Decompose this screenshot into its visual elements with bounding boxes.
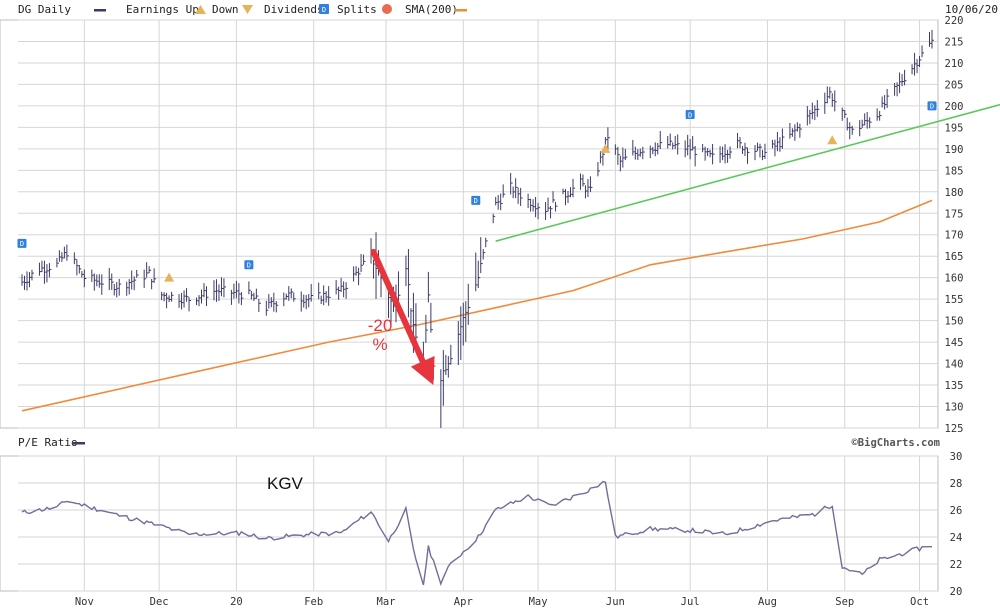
sma-label: SMA(200): [405, 3, 458, 16]
price-y-tick-label: 175: [945, 208, 964, 220]
dividend-marker-letter: D: [20, 240, 24, 248]
pe-y-tick-label: 28: [950, 478, 963, 490]
splits-icon: [382, 4, 392, 14]
pe-title: P/E Ratio: [18, 436, 78, 449]
month-tick-label: Aug: [758, 596, 777, 608]
pe-y-tick-label: 26: [950, 505, 963, 517]
dividend-marker: [244, 260, 254, 270]
earnings-up-icon: [195, 5, 206, 14]
month-tick-label: Apr: [454, 596, 473, 608]
dividend-icon: [319, 4, 329, 14]
price-y-tick-label: 200: [945, 101, 964, 113]
price-y-tick-label: 145: [945, 337, 964, 349]
price-y-tick-label: 205: [945, 79, 964, 91]
month-tick-label: Mar: [377, 596, 396, 608]
chart-header: DG Daily Earnings Up Down Dividends D Sp…: [18, 3, 998, 16]
kgv-label: KGV: [267, 474, 304, 493]
price-y-tick-label: 160: [945, 273, 964, 285]
splits-label: Splits: [337, 3, 377, 16]
pe-y-tick-label: 24: [950, 532, 963, 544]
earnings-up-marker: [600, 143, 611, 153]
price-y-tick-label: 150: [945, 316, 964, 328]
credit-label: ©BigCharts.com: [851, 437, 940, 449]
decline-arrow-shaft: [370, 248, 426, 365]
price-y-tick-label: 190: [945, 144, 964, 156]
earnings-up-marker: [827, 135, 838, 145]
month-tick-label: 20: [230, 596, 243, 608]
month-tick-label: May: [529, 596, 548, 608]
pe-ratio-line: [21, 480, 932, 586]
price-y-tick-label: 135: [945, 380, 964, 392]
price-y-tick-label: 130: [945, 402, 964, 414]
price-legend-swatch: [94, 9, 106, 12]
date-label: 10/06/20: [945, 3, 998, 16]
price-y-tick-label: 165: [945, 251, 964, 263]
pe-header: P/E Ratio ©BigCharts.com: [18, 436, 940, 449]
price-y-tick-label: 195: [945, 122, 964, 134]
dividend-marker: [685, 109, 695, 119]
decline-label-value: -20: [368, 316, 393, 335]
dividend-marker: [471, 195, 481, 205]
earnings-up-marker: [164, 272, 175, 282]
month-tick-label: Dec: [150, 596, 169, 608]
price-y-tick-label: 170: [945, 230, 964, 242]
decline-label-percent: %: [372, 335, 387, 354]
earnings-up-label: Earnings Up: [126, 3, 199, 16]
price-y-tick-label: 210: [945, 58, 964, 70]
month-tick-label: Jun: [606, 596, 625, 608]
trend-line: [495, 103, 1000, 242]
symbol-label: DG Daily: [18, 3, 71, 16]
dividend-icon-letter: D: [322, 6, 326, 14]
pe-y-tick-label: 22: [950, 559, 963, 571]
sma-legend-swatch: [455, 9, 467, 12]
sma200-line: [21, 199, 933, 412]
price-y-tick-label: 185: [945, 165, 964, 177]
pe-y-tick-label: 20: [950, 586, 963, 598]
pe-legend-swatch: [73, 442, 85, 445]
decline-annotation: -20%: [368, 316, 393, 354]
month-tick-label: Nov: [75, 596, 94, 608]
dividend-marker-letter: D: [247, 262, 251, 270]
price-y-tick-label: 125: [945, 423, 964, 435]
dividend-marker-letter: D: [930, 103, 934, 111]
dividend-marker-letter: D: [474, 197, 478, 205]
month-tick-label: Feb: [304, 596, 323, 608]
pe-ratio-panel: 20 22 24 26 28 30 KGV Nov Dec 20 Feb Mar Apr May Jun Ju…: [0, 451, 962, 608]
earnings-down-label: Down: [212, 3, 239, 16]
dividend-marker: [927, 101, 937, 111]
price-y-tick-label: 220: [945, 15, 964, 27]
price-y-tick-label: 180: [945, 187, 964, 199]
pe-plot-area: [0, 455, 939, 592]
earnings-down-icon: [242, 5, 253, 14]
price-plot-area: [0, 19, 939, 429]
month-tick-label: Sep: [835, 596, 854, 608]
dividend-marker: [17, 238, 27, 248]
price-y-tick-label: 140: [945, 359, 964, 371]
pe-y-tick-label: 30: [950, 451, 963, 463]
price-y-tick-label: 155: [945, 294, 964, 306]
decline-arrow-head: [410, 356, 435, 386]
month-tick-label: Jul: [681, 596, 700, 608]
dividends-label: Dividends: [264, 3, 324, 16]
price-y-tick-label: 215: [945, 36, 964, 48]
month-tick-label: Oct: [910, 596, 929, 608]
price-panel: 125 130 135 140 145 150 155 160 165 170 175 180 185 1…: [0, 15, 1000, 435]
kgv-annotation: KGV: [267, 474, 304, 493]
dividend-marker-letter: D: [688, 111, 692, 119]
